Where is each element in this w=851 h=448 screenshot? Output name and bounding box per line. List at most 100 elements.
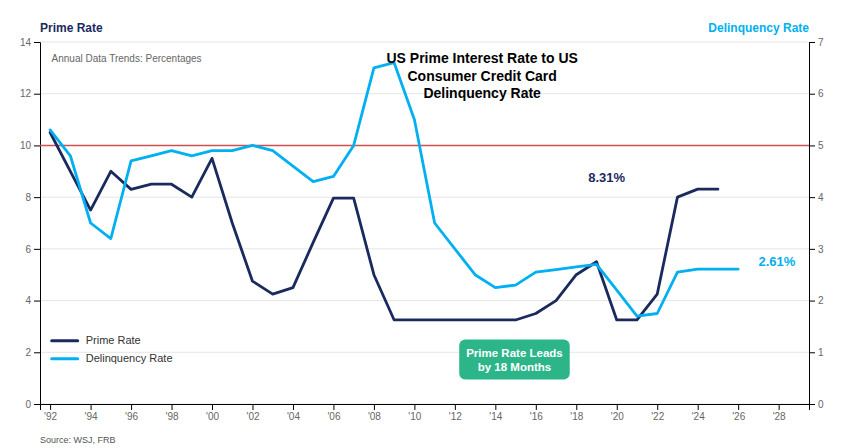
callout-text: Prime Rate Leadsby 18 Months: [466, 347, 563, 373]
y-axis-tick-mark: [34, 404, 40, 405]
y-axis-tick: 4: [25, 295, 40, 306]
x-axis-tick: '00: [206, 404, 219, 422]
x-axis-line: [41, 405, 810, 411]
chart-container: '92'94'96'98'00'02'04'06'08'10'12'14'16'…: [0, 0, 851, 448]
x-axis-tick-mark: [779, 404, 780, 410]
y-axis-tick: 6: [25, 244, 40, 255]
y-axis-tick-mark: [34, 145, 40, 146]
texts: Prime Rate Delinquency Rate Annual Data Tr…: [40, 21, 809, 445]
y-axis-tick-label: 2: [25, 347, 31, 358]
x-axis-tick-mark: [455, 404, 456, 410]
x-axis-tick: '10: [408, 404, 421, 422]
x-axis-tick-mark: [617, 404, 618, 410]
series-line: [50, 63, 738, 316]
y2-axis: 0 1 2 3 4 5 6 7: [809, 37, 824, 410]
x-axis-tick: '96: [125, 404, 138, 422]
y-axis-tick-label: 12: [20, 88, 32, 99]
y2-axis-tick-mark: [809, 249, 815, 250]
y-axis-tick: 0: [25, 399, 40, 410]
x-axis-tick-mark: [50, 404, 51, 410]
grid: [40, 42, 809, 404]
x-axis-tick-label: '18: [570, 411, 583, 422]
x-axis-tick-mark: [414, 404, 415, 410]
x-axis-tick: '14: [489, 404, 502, 422]
y-axis-tick: 8: [25, 192, 40, 203]
x-axis-tick-label: '04: [287, 411, 300, 422]
y2-axis-line: [810, 43, 816, 405]
subtitle: Annual Data Trends: Percentages: [52, 53, 202, 64]
y-axis-tick-mark: [34, 249, 40, 250]
y2-axis-tick-label: 1: [818, 347, 824, 358]
y2-axis-tick: 5: [809, 140, 824, 151]
reference-line: [40, 145, 809, 147]
y-axis-tick: 14: [20, 37, 40, 48]
y-axis-tick: 12: [20, 88, 40, 99]
x-axis-tick-mark: [252, 404, 253, 410]
x-axis-tick-mark: [576, 404, 577, 410]
y-axis-line: [34, 43, 41, 405]
legend-item: Prime Rate: [52, 334, 141, 346]
y-axis-tick-label: 14: [20, 37, 32, 48]
y-axis-tick-label: 4: [25, 295, 31, 306]
y2-axis-tick-label: 0: [818, 399, 824, 410]
y2-axis-tick: 3: [809, 244, 824, 255]
legend-label: Prime Rate: [86, 334, 141, 346]
y2-axis-tick: 2: [809, 295, 824, 306]
y2-axis-tick-label: 5: [818, 140, 824, 151]
legend-swatch: [52, 357, 78, 360]
plot-area: [40, 63, 809, 320]
y-axis-tick: 2: [25, 347, 40, 358]
y2-axis-tick-label: 6: [818, 88, 824, 99]
y-axis-tick: 10: [20, 140, 40, 151]
y2-axis-tick-label: 7: [818, 37, 824, 48]
x-axis-tick-mark: [374, 404, 375, 410]
x-axis-tick-label: '24: [692, 411, 705, 422]
x-axis-tick-label: '98: [166, 411, 179, 422]
x-axis-tick-label: '26: [732, 411, 745, 422]
y2-axis-tick: 1: [809, 347, 824, 358]
x-axis-tick-label: '10: [408, 411, 421, 422]
y2-axis-tick-mark: [809, 404, 815, 405]
x-axis-tick: '06: [327, 404, 340, 422]
x-axis-tick: '12: [449, 404, 462, 422]
x-axis-tick-label: '00: [206, 411, 219, 422]
legend-swatch: [52, 339, 78, 342]
y2-axis-tick-label: 2: [818, 295, 824, 306]
annotation: 8.31%: [588, 170, 625, 185]
y-axis: 0 2 4 6 8 10 12 14: [20, 37, 41, 410]
y-axis-tick-mark: [34, 197, 40, 198]
y2-axis-tick-label: 3: [818, 244, 824, 255]
x-axis-tick: '18: [570, 404, 583, 422]
x-axis-tick: '04: [287, 404, 300, 422]
grid-line: [40, 197, 809, 198]
y2-axis-tick: 4: [809, 192, 824, 203]
x-axis-tick: '08: [368, 404, 381, 422]
x-axis-tick-mark: [495, 404, 496, 410]
grid-line: [40, 248, 809, 249]
x-axis-tick: '02: [246, 404, 259, 422]
y-axis-tick-label: 10: [20, 140, 32, 151]
y2-axis-tick-mark: [809, 352, 815, 353]
x-axis-tick: '20: [611, 404, 624, 422]
title: US Prime Interest Rate to USConsumer Cre…: [386, 50, 577, 101]
y-axis-tick-label: 6: [25, 244, 31, 255]
x-axis-tick-mark: [738, 404, 739, 410]
legend-item: Delinquency Rate: [52, 352, 173, 364]
y-axis-tick-mark: [34, 301, 40, 302]
y2-axis-tick-mark: [809, 94, 815, 95]
x-axis-tick-mark: [536, 404, 537, 410]
y-axis-tick-label: 8: [25, 192, 31, 203]
x-axis-tick-label: '16: [530, 411, 543, 422]
y-axis-tick-label: 0: [25, 399, 31, 410]
x-axis-tick-mark: [293, 404, 294, 410]
x-axis-tick-label: '28: [773, 411, 786, 422]
x-axis-tick-label: '12: [449, 411, 462, 422]
x-axis-tick-label: '02: [246, 411, 259, 422]
legend: Prime Rate Delinquency Rate: [52, 334, 173, 364]
grid-line: [40, 145, 809, 146]
chart: '92'94'96'98'00'02'04'06'08'10'12'14'16'…: [0, 0, 851, 448]
x-axis-tick-mark: [212, 404, 213, 410]
x-axis-tick-mark: [333, 404, 334, 410]
x-axis-tick-mark: [657, 404, 658, 410]
annotation: 2.61%: [758, 254, 795, 269]
